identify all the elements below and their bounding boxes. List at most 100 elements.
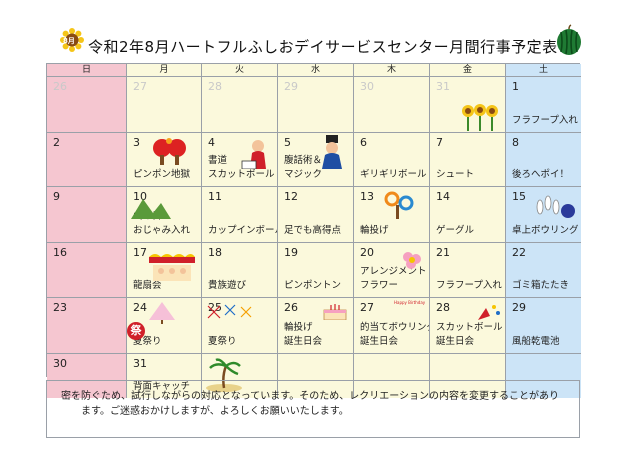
day-cell: 24 夏祭り祭 bbox=[127, 298, 202, 354]
day-cell: 26 bbox=[47, 77, 127, 133]
day-number: 30 bbox=[360, 80, 374, 93]
day-cell: 28 誕生日会 スカットボール bbox=[430, 298, 506, 354]
day-cell bbox=[506, 354, 581, 398]
day-cell bbox=[202, 354, 278, 398]
day-number: 15 bbox=[512, 190, 526, 203]
day-number: 7 bbox=[436, 136, 443, 149]
day-number: 18 bbox=[208, 246, 222, 259]
event-label: スカットボール bbox=[208, 169, 275, 180]
mountain-icon bbox=[131, 195, 171, 219]
notice-box: 密を防ぐため、試行しながらの対応となっています。そのため、レクリエーションの内容… bbox=[46, 380, 580, 438]
fan-icon bbox=[147, 302, 177, 324]
bowling-icon bbox=[532, 191, 576, 221]
day-cell: 14 ゲーグル bbox=[430, 187, 506, 243]
day-number: 27 bbox=[133, 80, 147, 93]
event-label: ピンポントン bbox=[284, 280, 342, 291]
event-label-secondary: 的当てボウリング bbox=[360, 322, 430, 333]
ring-toss-icon bbox=[380, 191, 416, 219]
day-cell: 27 bbox=[127, 77, 202, 133]
day-number: 25 bbox=[208, 301, 222, 314]
day-cell: 13 輪投げ bbox=[354, 187, 430, 243]
event-label: 誕生日会 bbox=[436, 336, 475, 347]
event-label: シュート bbox=[436, 169, 475, 180]
event-label: 風船乾電池 bbox=[512, 336, 560, 347]
calendar-grid: 日月火水木金土 26 27 28 29 30 31 1 フラフープ入れ 2 3 ピンポン地獄 4 スカット… bbox=[46, 63, 581, 398]
palm-island-icon bbox=[204, 358, 244, 392]
event-label: 誕生日会 bbox=[360, 336, 399, 347]
party-popper-icon bbox=[476, 302, 502, 322]
day-number: 23 bbox=[53, 301, 67, 314]
event-label: ゲーグル bbox=[436, 225, 475, 236]
event-label: ギリギリボール bbox=[360, 169, 427, 180]
event-label: 輪投げ bbox=[360, 225, 389, 236]
day-cell: 28 bbox=[202, 77, 278, 133]
day-cell: 6 ギリギリボール bbox=[354, 133, 430, 187]
day-cell: 2 bbox=[47, 133, 127, 187]
day-cell: 5 マジック 腹話術＆ bbox=[278, 133, 354, 187]
day-number: 4 bbox=[208, 136, 215, 149]
event-label: ピンポン地獄 bbox=[133, 169, 191, 180]
day-number: 26 bbox=[284, 301, 298, 314]
sunflower-icon bbox=[460, 103, 500, 131]
day-number: 31 bbox=[436, 80, 450, 93]
day-cell: 7 シュート bbox=[430, 133, 506, 187]
weekday-header: 水 bbox=[278, 64, 354, 77]
magician-icon bbox=[318, 135, 346, 169]
festival-stage-icon bbox=[149, 251, 195, 281]
day-cell: 10おじゃみ入れ山の日 bbox=[127, 187, 202, 243]
day-number: 5 bbox=[284, 136, 291, 149]
day-cell: 23 bbox=[47, 298, 127, 354]
day-cell: 31 bbox=[430, 77, 506, 133]
day-cell bbox=[430, 354, 506, 398]
day-cell: 25 夏祭り bbox=[202, 298, 278, 354]
event-label: 背面キャッチ bbox=[133, 381, 191, 392]
event-label: 夏祭り bbox=[208, 336, 237, 347]
event-label: カップインボール bbox=[208, 225, 278, 236]
event-label: フラフープ入れ bbox=[512, 115, 578, 126]
day-number: 16 bbox=[53, 246, 67, 259]
event-label: フラフープ入れ bbox=[436, 280, 502, 291]
day-number: 17 bbox=[133, 246, 147, 259]
day-number: 28 bbox=[208, 80, 222, 93]
day-cell: 18 貴族遊び bbox=[202, 243, 278, 298]
day-number: 24 bbox=[133, 301, 147, 314]
watermelon-icon bbox=[557, 24, 581, 55]
event-label: おじゃみ入れ bbox=[133, 225, 191, 236]
event-label: 貴族遊び bbox=[208, 280, 247, 291]
day-number: 29 bbox=[512, 301, 526, 314]
day-number: 9 bbox=[53, 190, 60, 203]
day-number: 28 bbox=[436, 301, 450, 314]
day-number: 21 bbox=[436, 246, 450, 259]
month-badge: 8月 bbox=[63, 37, 75, 45]
ping-pong-icon bbox=[149, 137, 189, 167]
day-number: 12 bbox=[284, 190, 298, 203]
day-cell: 30 bbox=[354, 77, 430, 133]
event-label-secondary: 輪投げ bbox=[284, 322, 313, 333]
day-cell: 12 足でも高得点 bbox=[278, 187, 354, 243]
calligraphy-icon bbox=[240, 137, 270, 170]
day-number: 2 bbox=[53, 136, 60, 149]
day-cell: 11 カップインボール bbox=[202, 187, 278, 243]
day-cell: 31 背面キャッチ bbox=[127, 354, 202, 398]
day-cell: 27 誕生日会 的当てボウリング Happy Birthday bbox=[354, 298, 430, 354]
event-label: ゴミ箱たたき bbox=[512, 280, 570, 291]
day-cell bbox=[278, 354, 354, 398]
festival-badge: 祭 bbox=[127, 322, 145, 340]
page-title: 令和2年8月ハートフルふしおデイサービスセンター月間行事予定表 bbox=[88, 38, 558, 56]
event-label-secondary: スカットボール bbox=[436, 322, 503, 333]
day-number: 8 bbox=[512, 136, 519, 149]
event-label: マジック bbox=[284, 169, 323, 180]
day-number: 29 bbox=[284, 80, 298, 93]
day-cell: 29 風船乾電池 bbox=[506, 298, 581, 354]
weekday-header: 木 bbox=[354, 64, 430, 77]
event-label-secondary: アレンジメント bbox=[360, 266, 427, 277]
sunflower-icon bbox=[60, 28, 84, 52]
event-label: 足でも高得点 bbox=[284, 225, 342, 236]
event-label: 後ろへポイ！ bbox=[512, 169, 570, 180]
event-label: 夏祭り bbox=[133, 336, 162, 347]
day-cell: 17 龍扇会 bbox=[127, 243, 202, 298]
cake-icon bbox=[322, 302, 348, 321]
day-number: 31 bbox=[133, 357, 147, 370]
event-label: 誕生日会 bbox=[284, 336, 323, 347]
day-number: 20 bbox=[360, 246, 374, 259]
